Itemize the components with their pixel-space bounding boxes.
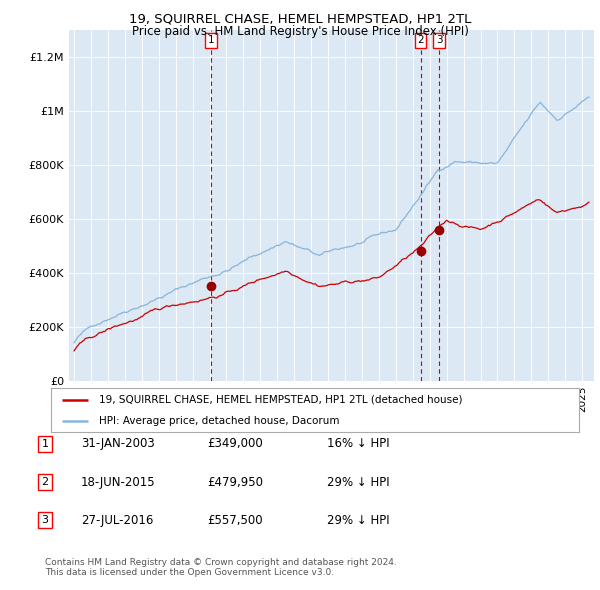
Text: 2: 2 bbox=[417, 35, 424, 45]
Text: 3: 3 bbox=[436, 35, 443, 45]
Text: £557,500: £557,500 bbox=[207, 514, 263, 527]
Text: 19, SQUIRREL CHASE, HEMEL HEMPSTEAD, HP1 2TL (detached house): 19, SQUIRREL CHASE, HEMEL HEMPSTEAD, HP1… bbox=[98, 395, 462, 405]
Text: Contains HM Land Registry data © Crown copyright and database right 2024.: Contains HM Land Registry data © Crown c… bbox=[45, 558, 397, 567]
Text: 1: 1 bbox=[208, 35, 214, 45]
Text: 31-JAN-2003: 31-JAN-2003 bbox=[81, 437, 155, 450]
Text: 29% ↓ HPI: 29% ↓ HPI bbox=[327, 514, 389, 527]
Text: Price paid vs. HM Land Registry's House Price Index (HPI): Price paid vs. HM Land Registry's House … bbox=[131, 25, 469, 38]
Text: 18-JUN-2015: 18-JUN-2015 bbox=[81, 476, 155, 489]
Text: 27-JUL-2016: 27-JUL-2016 bbox=[81, 514, 154, 527]
Text: 1: 1 bbox=[41, 439, 49, 448]
Text: 16% ↓ HPI: 16% ↓ HPI bbox=[327, 437, 389, 450]
Text: HPI: Average price, detached house, Dacorum: HPI: Average price, detached house, Daco… bbox=[98, 416, 339, 426]
Text: £349,000: £349,000 bbox=[207, 437, 263, 450]
Text: 2: 2 bbox=[41, 477, 49, 487]
Text: 29% ↓ HPI: 29% ↓ HPI bbox=[327, 476, 389, 489]
Text: This data is licensed under the Open Government Licence v3.0.: This data is licensed under the Open Gov… bbox=[45, 568, 334, 576]
Text: £479,950: £479,950 bbox=[207, 476, 263, 489]
Text: 3: 3 bbox=[41, 516, 49, 525]
Text: 19, SQUIRREL CHASE, HEMEL HEMPSTEAD, HP1 2TL: 19, SQUIRREL CHASE, HEMEL HEMPSTEAD, HP1… bbox=[129, 13, 471, 26]
